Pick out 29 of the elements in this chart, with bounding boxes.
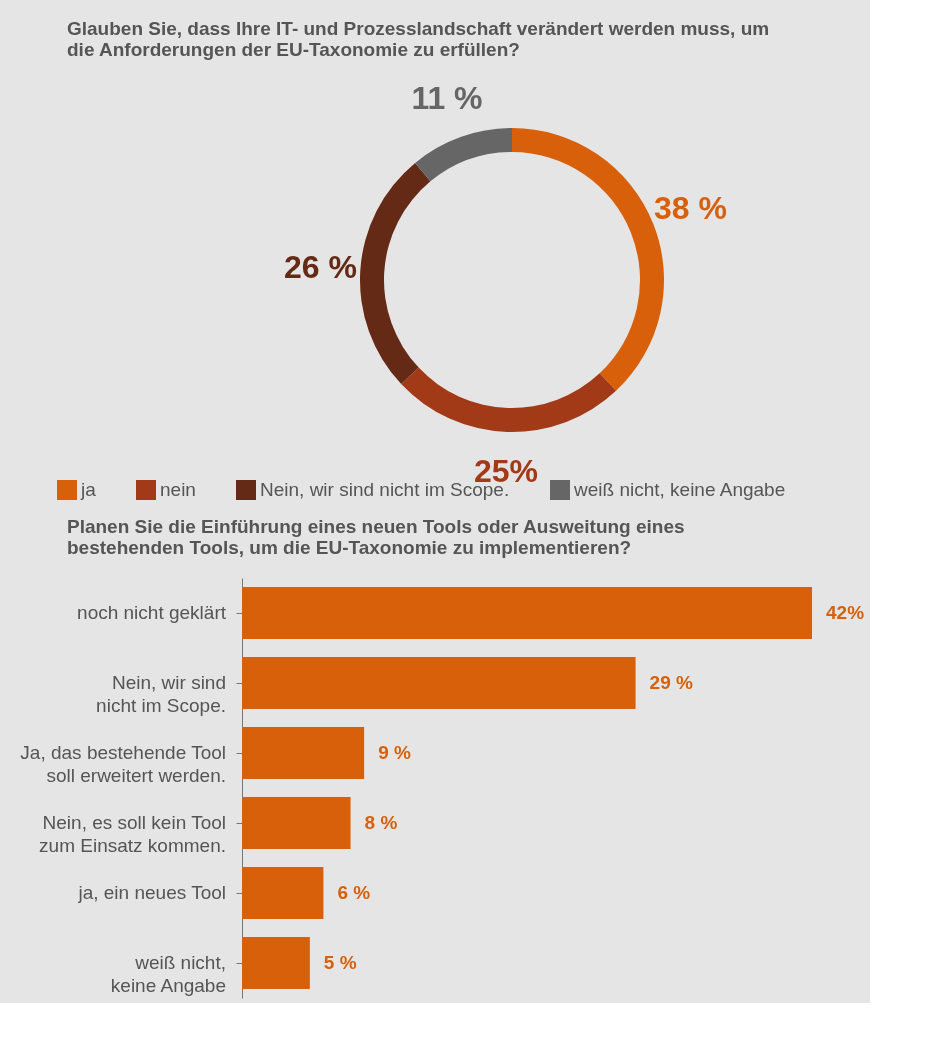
legend-label: ja <box>80 479 97 500</box>
y-tick-label: weiß nicht, keine Angabe <box>110 952 226 996</box>
donut-slice <box>401 367 617 432</box>
donut-slice <box>415 128 512 182</box>
bar <box>242 727 365 779</box>
y-tick-label: ja, ein neues Tool <box>77 882 226 903</box>
y-tick-label: noch nicht geklärt <box>77 602 227 623</box>
bar <box>242 657 636 709</box>
donut-slice <box>360 162 431 385</box>
y-tick-label: Nein, wir sind nicht im Scope. <box>96 672 226 716</box>
data-label: 11 % <box>411 80 483 117</box>
bar <box>242 587 812 639</box>
bar <box>242 867 324 919</box>
data-label: 29 % <box>649 672 693 693</box>
bar <box>242 937 310 989</box>
data-label: 38 % <box>654 190 727 227</box>
data-label: 5 % <box>323 952 357 973</box>
y-tick-label: Ja, das bestehende Tool soll erweitert werden. <box>20 742 226 786</box>
legend-label: weiß nicht, keine Angabe <box>573 479 786 500</box>
bar <box>242 797 351 849</box>
chart-title: Glauben Sie, dass Ihre IT- und Prozesslandschaft verändert werden muss, um die Anforderungen der EU-Taxonomie zu erfüllen? <box>67 18 770 60</box>
data-label: 6 % <box>337 882 371 903</box>
y-tick-label: Nein, es soll kein Tool zum Einsatz kommen. <box>39 812 226 856</box>
chart-title: Planen Sie die Einführung eines neuen Tools oder Ausweitung eines bestehenden Tools, um die EU-Taxonomie zu implementieren? <box>67 516 685 558</box>
data-label: 42% <box>826 602 865 623</box>
data-label: 9 % <box>378 742 411 763</box>
data-label: 8 % <box>364 812 398 833</box>
data-label: 26 % <box>283 248 357 285</box>
legend-label: nein <box>160 479 196 500</box>
